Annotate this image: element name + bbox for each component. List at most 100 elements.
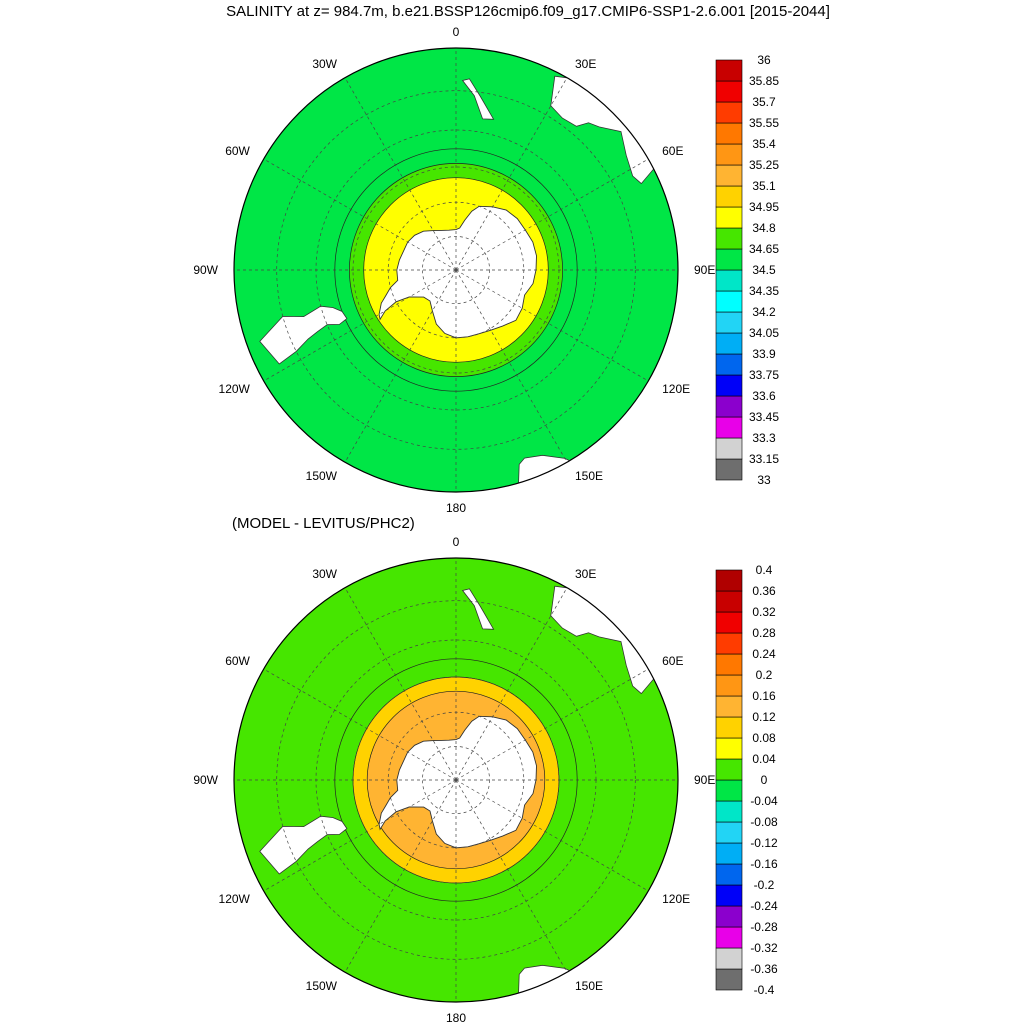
colorbar-swatch [715, 716, 743, 739]
colorbar-swatch [715, 800, 743, 823]
longitude-label: 60E [662, 144, 683, 158]
colorbar-label: 33.75 [749, 368, 779, 382]
colorbar-swatch [715, 611, 743, 634]
colorbar-swatch [715, 311, 743, 334]
new-zealand [461, 588, 495, 630]
polar-map [233, 557, 679, 1003]
colorbar-swatch [715, 842, 743, 865]
longitude-line [455, 77, 568, 271]
longitude-line [344, 77, 457, 271]
colorbar-swatch [715, 569, 743, 592]
colorbar-label: 33.15 [749, 452, 779, 466]
map-content [234, 558, 678, 1002]
longitude-label: 30W [312, 57, 337, 71]
colorbar-swatch [715, 968, 743, 991]
colorbar-swatch [715, 122, 743, 145]
longitude-line [455, 779, 568, 973]
longitude-line [344, 587, 457, 781]
longitude-label: 30E [575, 567, 596, 581]
colorbar-swatch [715, 206, 743, 229]
longitude-label: 60W [225, 144, 250, 158]
longitude-label: 120W [219, 892, 251, 906]
longitude-line [263, 269, 457, 382]
colorbar-label: -0.12 [750, 836, 778, 850]
longitude-label: 150E [575, 469, 603, 483]
longitude-label: 0 [453, 25, 460, 39]
latitude-line [276, 90, 636, 450]
longitude-line [455, 779, 649, 892]
colorbar-label: 0 [761, 773, 768, 787]
colorbar-swatch [715, 926, 743, 949]
colorbar-swatch [715, 332, 743, 355]
colorbar-label: 36 [757, 53, 771, 67]
colorbar-swatch [715, 590, 743, 613]
colorbar-label: 35.25 [749, 158, 779, 172]
longitude-label: 150W [306, 979, 338, 993]
longitude-label: 90W [193, 263, 218, 277]
latitude-line [276, 600, 636, 960]
colorbar-label: 35.4 [752, 137, 776, 151]
colorbar-swatch [715, 653, 743, 676]
colorbar-label: 0.32 [752, 605, 776, 619]
colorbar-swatch [715, 101, 743, 124]
longitude-line [263, 779, 457, 892]
longitude-label: 90E [694, 773, 715, 787]
colorbar-label: 35.1 [752, 179, 776, 193]
longitude-line [344, 779, 457, 973]
colorbar-label: 33 [757, 473, 771, 487]
longitude-label: 150E [575, 979, 603, 993]
colorbar-label: 33.9 [752, 347, 776, 361]
colorbar-label: -0.32 [750, 941, 778, 955]
map-title: SALINITY at z= 984.7m, b.e21.BSSP126cmip… [226, 3, 830, 20]
colorbar-label: 0.28 [752, 626, 776, 640]
colorbar-label: -0.16 [750, 857, 778, 871]
colorbar-swatch [715, 947, 743, 970]
colorbar-label: 35.85 [749, 74, 779, 88]
new-zealand [461, 78, 495, 120]
longitude-line [263, 668, 457, 781]
colorbar-label: 33.45 [749, 410, 779, 424]
colorbar-label: 34.05 [749, 326, 779, 340]
longitude-line [455, 587, 568, 781]
map-title: (MODEL - LEVITUS/PHC2) [232, 515, 415, 532]
longitude-label: 180 [446, 501, 466, 515]
colorbar-label: 35.7 [752, 95, 776, 109]
colorbar-swatch [715, 863, 743, 886]
longitude-labels: 0 30E 60E 90E 120E 150E 180 150W 120W 90W 60W 30W [193, 535, 715, 1024]
colorbar-swatch [715, 269, 743, 292]
antarctica [378, 715, 537, 849]
colorbar-label: 0.04 [752, 752, 776, 766]
colorbar-label: 34.2 [752, 305, 776, 319]
map-border [233, 47, 679, 493]
longitude-label: 180 [446, 1011, 466, 1024]
colorbar-label: 33.3 [752, 431, 776, 445]
longitude-line [344, 269, 457, 463]
colorbar-label: -0.28 [750, 920, 778, 934]
colorbar-swatch [715, 884, 743, 907]
colorbar-swatch [715, 416, 743, 439]
colorbar: -0.4 -0.36 -0.32 -0.28 -0.24 -0.2 -0.16 -0.12 -0… [715, 563, 778, 997]
longitude-label: 150W [306, 469, 338, 483]
colorbar: 33 33.15 33.3 33.45 33.6 33.75 33.9 34.05 34.2 34… [715, 53, 779, 487]
longitude-label: 90E [694, 263, 715, 277]
colorbar-swatch [715, 185, 743, 208]
latitude-line [422, 236, 490, 304]
colorbar-swatch [715, 353, 743, 376]
colorbar-swatch [715, 758, 743, 781]
colorbar-label: -0.36 [750, 962, 778, 976]
colorbar-label: 0.24 [752, 647, 776, 661]
longitude-label: 0 [453, 535, 460, 549]
colorbar-swatch [715, 248, 743, 271]
colorbar-swatch [715, 374, 743, 397]
south-america [259, 305, 348, 365]
colorbar-swatch [715, 695, 743, 718]
colorbar-swatch [715, 458, 743, 481]
longitude-line [455, 158, 649, 271]
colorbar-swatch [715, 779, 743, 802]
difference-map-panel: (MODEL - LEVITUS/PHC2) 0 30E 60E 90E 120E 150… [193, 515, 778, 1024]
colorbar-swatch [715, 80, 743, 103]
colorbar-swatch [715, 59, 743, 82]
colorbar-swatch [715, 905, 743, 928]
colorbar-label: 0.12 [752, 710, 776, 724]
